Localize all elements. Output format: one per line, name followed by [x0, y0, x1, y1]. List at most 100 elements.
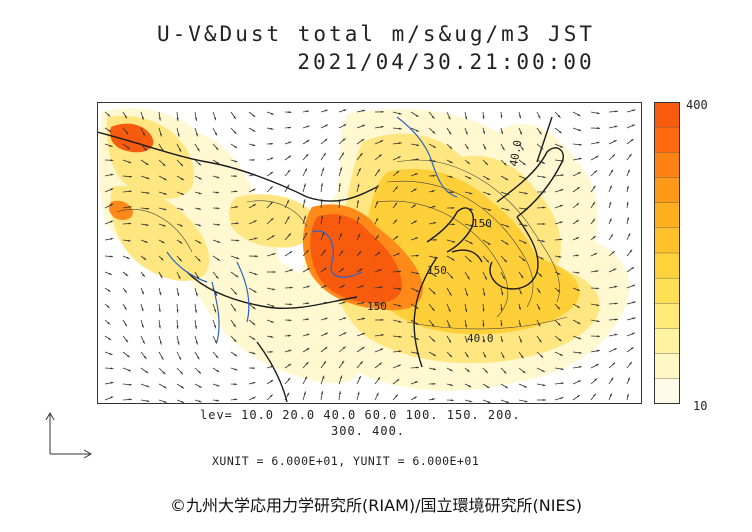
wind-vector	[302, 302, 310, 305]
wind-vector-head	[198, 208, 200, 210]
wind-vector	[104, 319, 111, 325]
wind-vector-head	[124, 323, 127, 326]
wind-vector	[608, 393, 613, 401]
wind-vector-head	[469, 259, 471, 262]
wind-vector-head	[142, 274, 145, 277]
wind-vector-head	[198, 385, 201, 388]
wind-vector	[302, 318, 310, 321]
wind-vector	[140, 287, 145, 295]
wind-vector-head	[519, 307, 521, 309]
wind-vector	[500, 335, 503, 343]
wind-vector-head	[522, 258, 525, 261]
wind-vector-head	[161, 258, 163, 260]
wind-vector-head	[252, 144, 255, 147]
wind-vector-head	[271, 305, 274, 307]
map-title-variable: U-V&Dust total m/s&ug/m3 JST	[156, 22, 595, 46]
colorbar-cell	[654, 277, 680, 305]
wind-vector	[590, 218, 596, 225]
wind-vector-head	[270, 202, 273, 205]
wind-vector-head	[343, 138, 345, 141]
wind-vector-head	[433, 274, 436, 277]
wind-vector	[446, 351, 453, 358]
wind-vector	[158, 239, 165, 244]
wind-vector-head	[560, 382, 563, 385]
wind-vector-head	[577, 395, 579, 398]
wind-vector-head	[234, 131, 236, 134]
wind-vector-head	[181, 193, 183, 195]
wind-vector-head	[341, 268, 344, 271]
wind-vector-head	[449, 131, 451, 134]
wind-vector-head	[288, 234, 291, 236]
wind-vector-head	[215, 340, 217, 343]
wind-vector-head	[505, 178, 508, 180]
wind-vector-head	[487, 401, 490, 403]
wind-vector-head	[197, 356, 200, 359]
wind-vector-head	[560, 368, 563, 370]
wind-vector-head	[398, 112, 401, 115]
wind-vector-head	[522, 370, 525, 373]
wind-vector-head	[125, 339, 128, 342]
wind-vector	[590, 201, 596, 209]
wind-vector-head	[253, 204, 256, 207]
wind-vector-head	[142, 132, 145, 135]
wind-vector-head	[432, 205, 435, 208]
wind-vector	[176, 255, 182, 262]
wind-vector-head	[380, 126, 383, 128]
wind-vector	[374, 286, 383, 289]
wind-vector-head	[324, 139, 327, 141]
wind-vector	[536, 319, 541, 327]
wind-vector-head	[465, 116, 467, 119]
wind-vector	[500, 111, 503, 119]
wind-vector-head	[521, 355, 524, 358]
wind-vector-head	[125, 273, 128, 276]
wind-vector-head	[467, 369, 469, 372]
wind-vector-head	[539, 131, 542, 134]
wind-vector-head	[216, 147, 218, 150]
wind-vector-head	[343, 124, 346, 127]
wind-vector-head	[577, 305, 579, 308]
wind-vector-head	[289, 286, 292, 289]
wind-vector-head	[176, 309, 179, 312]
wind-vector-head	[451, 207, 454, 209]
wind-vector-head	[234, 292, 237, 294]
wind-vector-head	[288, 349, 291, 352]
wind-vector	[338, 250, 344, 257]
wind-vector-head	[487, 193, 490, 195]
wind-vector-head	[252, 173, 255, 176]
wind-vector-head	[216, 399, 218, 402]
wind-vector-head	[397, 156, 400, 159]
wind-vector	[518, 127, 523, 135]
wind-vector-head	[397, 270, 400, 273]
wind-vector	[266, 379, 274, 385]
wind-vector-head	[504, 371, 506, 373]
wind-vector-head	[306, 110, 308, 113]
wind-vector-head	[432, 339, 435, 342]
wind-vector	[518, 111, 521, 119]
wind-vector-head	[433, 222, 436, 224]
wind-vector	[248, 188, 256, 193]
wind-vector-head	[596, 287, 598, 290]
wind-vector	[464, 335, 468, 343]
wind-vector-head	[577, 187, 579, 190]
wind-vector-head	[519, 115, 521, 118]
wind-vector-head	[466, 146, 469, 149]
wind-vector	[356, 216, 360, 225]
wind-vector	[392, 235, 399, 241]
wind-vector-head	[542, 370, 544, 372]
wind-vector-head	[179, 224, 182, 227]
wind-vector	[608, 250, 616, 257]
wind-vector-head	[578, 337, 581, 340]
wind-vector-head	[594, 170, 597, 173]
dust-zone-400	[310, 214, 402, 304]
wind-vector-head	[396, 171, 399, 174]
wind-vector-head	[146, 192, 149, 194]
wind-vector	[590, 252, 598, 257]
wind-vector	[194, 223, 202, 227]
wind-vector-head	[177, 341, 180, 344]
wind-vector	[230, 190, 238, 193]
wind-vector-head	[504, 163, 506, 165]
wind-vector-head	[341, 153, 344, 156]
wind-vector	[104, 335, 112, 341]
wind-vector-head	[501, 292, 504, 295]
wind-vector-head	[519, 291, 522, 294]
